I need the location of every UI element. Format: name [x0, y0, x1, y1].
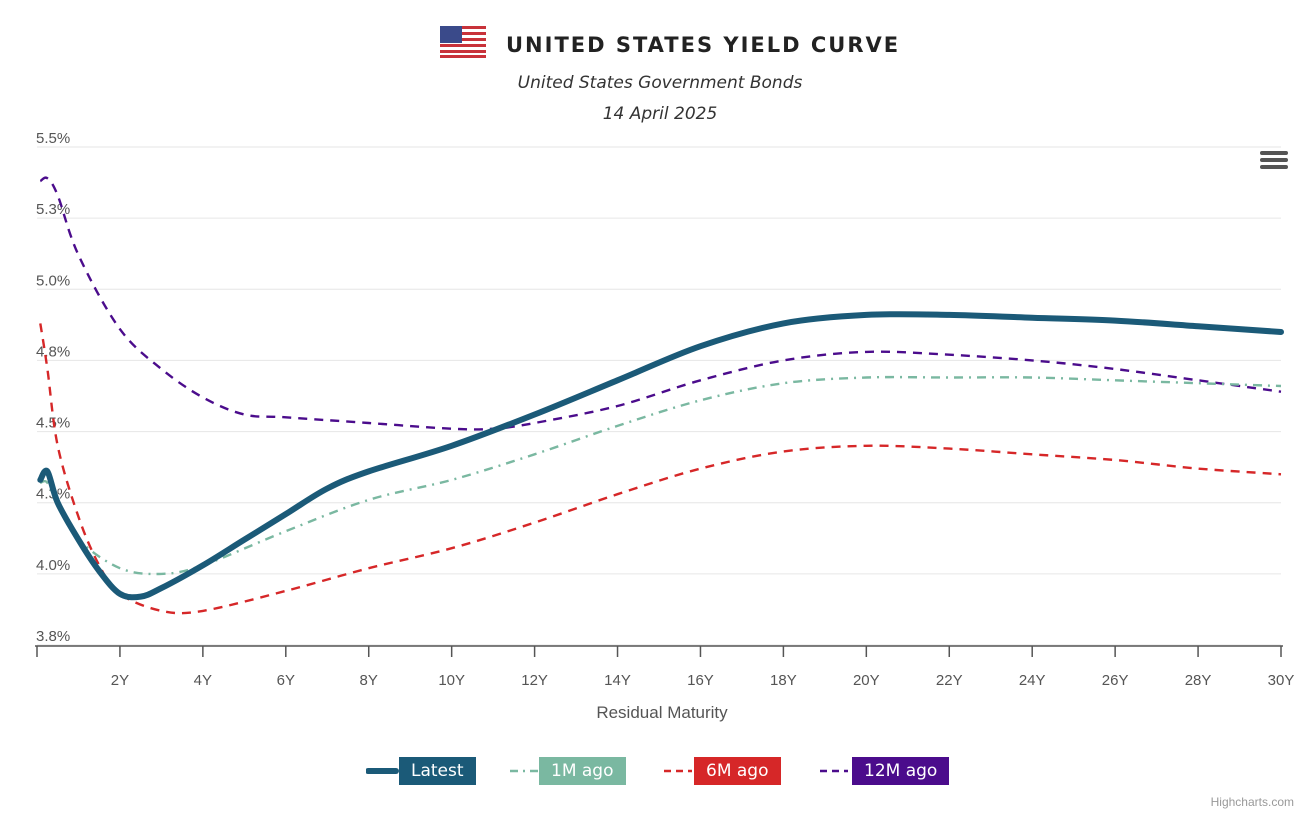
x-tick-label: 4Y: [194, 672, 212, 689]
x-tick-label: 26Y: [1102, 672, 1129, 689]
x-tick-label: 18Y: [770, 672, 797, 689]
legend-item-1m-ago[interactable]: 1M ago: [508, 757, 638, 785]
series-line-12m-ago[interactable]: [39, 176, 1282, 431]
legend-symbol-6m-ago: [664, 769, 692, 773]
menu-bar: [1260, 158, 1288, 162]
menu-bar: [1260, 151, 1288, 155]
x-tick-label: 24Y: [1019, 672, 1046, 689]
legend-item-12m-ago[interactable]: 12M ago: [818, 757, 958, 785]
x-tick-label: 2Y: [111, 672, 129, 689]
x-tick-label: 30Y: [1268, 672, 1295, 689]
x-tick-label: 28Y: [1185, 672, 1212, 689]
menu-bar: [1260, 165, 1288, 169]
chart-subtitle: United States Government Bonds: [517, 73, 803, 93]
x-tick-label: 14Y: [604, 672, 631, 689]
chart-header: UNITED STATES YIELD CURVE United States …: [0, 0, 1312, 130]
x-tick-label: 10Y: [438, 672, 465, 689]
legend-symbol-latest: [366, 768, 399, 774]
x-axis-title: Residual Maturity: [596, 703, 728, 722]
series-line-6m-ago[interactable]: [39, 323, 1282, 615]
x-tick-label: 6Y: [277, 672, 295, 689]
legend-label-latest: Latest: [399, 757, 476, 785]
y-tick-label: 4.8%: [36, 343, 70, 360]
y-tick-label: 5.0%: [36, 272, 70, 289]
legend-symbol-1m-ago: [510, 769, 538, 773]
yield-curve-chart: 3.8%4.0%4.3%4.5%4.8%5.0%5.3%5.5% 2Y 4Y 6Y 8…: [35, 130, 1295, 722]
hamburger-menu-icon[interactable]: [1258, 148, 1290, 174]
legend-symbol-12m-ago: [820, 769, 848, 773]
legend-label-12m-ago: 12M ago: [852, 757, 950, 785]
x-tick-label: 8Y: [360, 672, 378, 689]
credits-link[interactable]: Highcharts.com: [1210, 795, 1294, 809]
y-tick-label: 4.0%: [36, 557, 70, 574]
y-tick-label: 5.5%: [36, 130, 70, 147]
series-line-1m-ago[interactable]: [39, 375, 1282, 576]
us-flag-icon: [440, 26, 486, 58]
series-lines[interactable]: [37, 176, 1284, 615]
legend-item-latest[interactable]: Latest: [366, 757, 478, 785]
chart-title: UNITED STATES YIELD CURVE: [506, 33, 901, 57]
y-axis-labels: 3.8%4.0%4.3%4.5%4.8%5.0%5.3%5.5%: [36, 130, 70, 645]
legend-item-6m-ago[interactable]: 6M ago: [662, 757, 792, 785]
x-axis: 2Y 4Y 6Y 8Y 10Y 12Y 14Y 16Y 18Y 20Y 22Y 24Y 26Y 28Y 30…: [35, 645, 1295, 689]
chart-legend: Latest 1M ago 6M ago 12M ago: [0, 757, 1312, 789]
legend-label-6m-ago: 6M ago: [694, 757, 781, 785]
x-tick-label: 20Y: [853, 672, 880, 689]
series-line-latest[interactable]: [37, 311, 1284, 601]
y-tick-label: 3.8%: [36, 628, 70, 645]
grid-lines: [37, 146, 1281, 646]
x-tick-label: 12Y: [521, 672, 548, 689]
chart-date: 14 April 2025: [602, 104, 718, 124]
legend-label-1m-ago: 1M ago: [539, 757, 626, 785]
x-tick-label: 22Y: [936, 672, 963, 689]
x-tick-label: 16Y: [687, 672, 714, 689]
